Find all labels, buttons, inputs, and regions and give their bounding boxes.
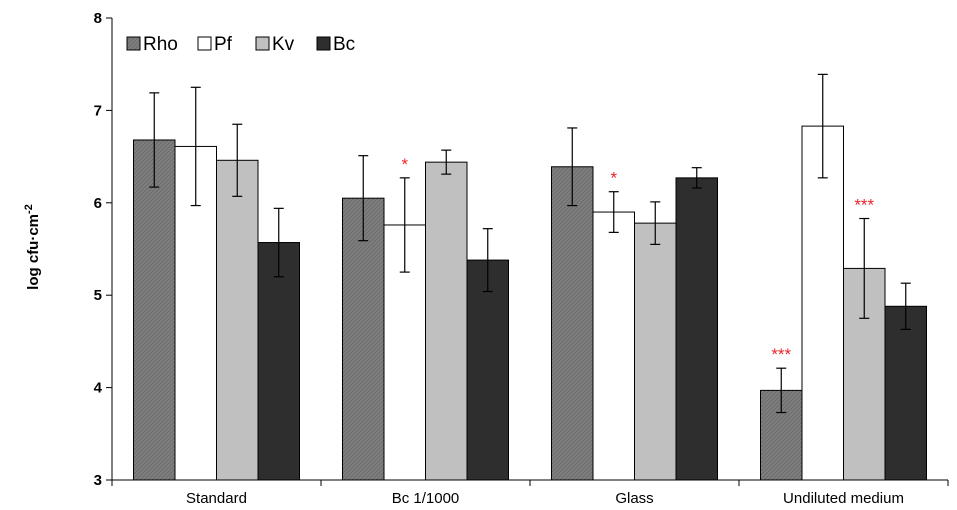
legend-swatch-rho <box>126 36 141 51</box>
legend-label-pf: Pf <box>214 34 233 55</box>
significance-mark-rho-3: *** <box>771 345 791 364</box>
y-tick-label-7: 7 <box>94 102 102 119</box>
significance-mark-kv-3: *** <box>854 196 874 215</box>
x-tick-label-3: Undiluted medium <box>783 490 904 507</box>
bar-rho-2 <box>551 166 594 481</box>
legend-swatch-bc <box>316 36 331 51</box>
x-tick-label-2: Glass <box>615 490 653 507</box>
y-tick-label-8: 8 <box>94 10 102 27</box>
legend-label-bc: Bc <box>333 34 355 55</box>
bar-rho-0 <box>133 139 176 481</box>
y-axis-label-text: log cfu·cm <box>25 214 42 290</box>
axes-group: 3 4 5 6 7 8 Standard Bc 1/1000 Glass Undiluted me… <box>94 10 949 507</box>
bar-pf-3 <box>801 125 844 481</box>
y-axis-label-superscript: -2 <box>23 204 35 214</box>
legend-swatch-kv <box>255 36 270 51</box>
legend: Rho Pf Kv Bc <box>126 34 355 55</box>
bar-bc-2 <box>675 177 718 481</box>
bar-kv-2 <box>634 222 677 481</box>
legend-swatch-pf <box>197 36 212 51</box>
significance-mark-pf-1: * <box>401 155 408 174</box>
bar-kv-1 <box>425 161 468 481</box>
bar-kv-0 <box>216 159 259 481</box>
y-tick-label-4: 4 <box>94 380 103 397</box>
bars-group <box>133 125 927 481</box>
significance-mark-pf-2: * <box>610 169 617 188</box>
bar-bc-0 <box>257 242 300 481</box>
legend-label-rho: Rho <box>143 34 178 55</box>
x-tick-label-0: Standard <box>186 490 247 507</box>
y-tick-label-5: 5 <box>94 287 102 304</box>
legend-label-kv: Kv <box>272 34 295 55</box>
x-tick-label-1: Bc 1/1000 <box>392 490 460 507</box>
y-tick-label-3: 3 <box>94 472 102 489</box>
y-tick-label-6: 6 <box>94 195 102 212</box>
bar-rho-1 <box>342 197 385 481</box>
bar-bc-1 <box>466 259 509 481</box>
significance-marks-group: ******** <box>401 155 874 364</box>
bar-bc-3 <box>884 305 927 481</box>
error-bars-group <box>149 73 911 414</box>
bar-pf-2 <box>592 211 635 481</box>
y-axis-label: log cfu·cm-2 <box>23 204 42 290</box>
